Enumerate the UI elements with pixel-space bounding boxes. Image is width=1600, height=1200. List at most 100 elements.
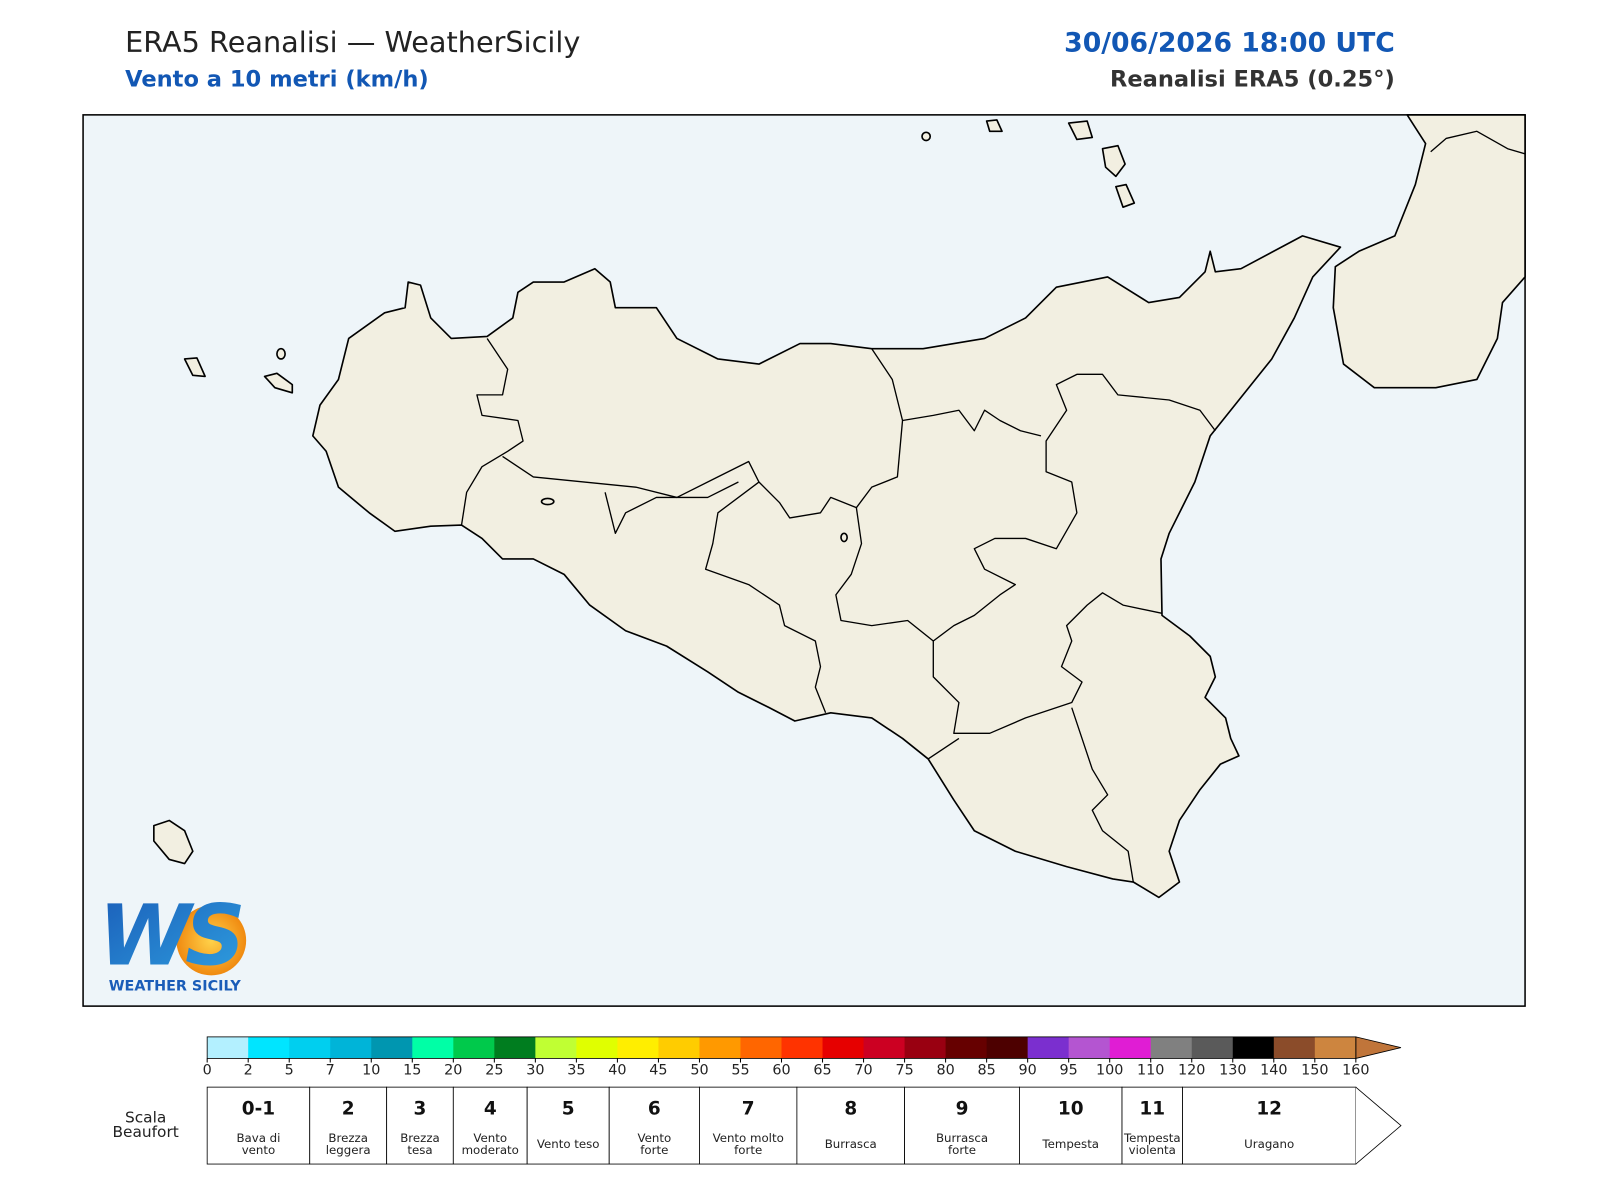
beaufort-desc: Vento [637,1131,671,1145]
colorbar-tick-label: 25 [485,1063,503,1079]
beaufort-box [386,1086,454,1165]
beaufort-force: 11 [1139,1099,1165,1120]
beaufort-desc: moderato [462,1143,519,1157]
colorbar-tick-label: 20 [444,1063,462,1079]
beaufort-force: 7 [742,1099,755,1120]
beaufort-force: 2 [342,1099,355,1120]
beaufort-desc: Bava di [236,1131,280,1145]
colorbar-tick-label: 40 [608,1063,626,1079]
beaufort-desc: forte [948,1143,976,1157]
color-segment [1068,1036,1111,1059]
color-segment [248,1036,290,1059]
beaufort-force: 6 [648,1099,661,1120]
title: ERA5 Reanalisi — WeatherSicily [125,25,580,59]
color-segment [658,1036,700,1059]
datetime: 30/06/2026 18:00 UTC [1064,28,1395,59]
beaufort-box [309,1086,388,1165]
beaufort-arrow [1355,1086,1402,1165]
colorbar-tick-label: 80 [936,1063,954,1079]
colorbar-tick-label: 110 [1137,1063,1164,1079]
color-segment [1273,1036,1316,1059]
logo-mark: WS [98,886,241,984]
beaufort-desc: forte [734,1143,762,1157]
beaufort-box [699,1086,798,1165]
beaufort-desc: tesa [407,1143,432,1157]
province-borders [460,338,1216,883]
color-segment [904,1036,947,1059]
color-segment [1027,1036,1070,1059]
colorbar-tick-label: 15 [403,1063,421,1079]
beaufort-force: 9 [956,1099,969,1120]
beaufort-desc: vento [242,1143,276,1157]
beaufort-desc: Tempesta [1123,1131,1181,1145]
beaufort-force: 0-1 [242,1099,275,1120]
source: Reanalisi ERA5 (0.25°) [1110,66,1395,92]
color-segment [945,1036,988,1059]
colorbar-tick-label: 35 [567,1063,585,1079]
beaufort-desc: Burrasca [825,1137,877,1151]
colorbar-tick-label: 130 [1219,1063,1246,1079]
color-segment [453,1036,495,1059]
calabria [1332,114,1526,389]
beaufort-box [526,1086,610,1165]
colorbar-tick-label: 2 [244,1063,253,1079]
colorbar-tick-label: 100 [1096,1063,1123,1079]
colorbar-tick-label: 30 [526,1063,544,1079]
subtitle: Vento a 10 metri (km/h) [125,66,429,92]
map: WS WEATHER SICILY [82,114,1526,1007]
color-segment [1232,1036,1275,1059]
colorbar-tick-label: 65 [813,1063,831,1079]
logo: WS WEATHER SICILY [98,886,247,995]
beaufort-desc: Tempesta [1041,1137,1099,1151]
beaufort-force: 10 [1058,1099,1084,1120]
beaufort-box [452,1086,528,1165]
color-segment [1109,1036,1152,1059]
colorbar-tick-label: 10 [362,1063,380,1079]
beaufort-title: Beaufort [112,1123,178,1141]
beaufort-force: 4 [484,1099,497,1120]
beaufort-box [1182,1086,1357,1165]
color-segment [576,1036,618,1059]
beaufort-desc: violenta [1129,1143,1176,1157]
logo-sun [176,905,247,976]
color-segment [699,1036,741,1059]
color-segment [371,1036,413,1059]
beaufort-desc: Vento teso [537,1137,600,1151]
color-segment [781,1036,824,1059]
color-segment [1150,1036,1193,1059]
colorbar-tick-label: 150 [1301,1063,1328,1079]
beaufort-box [1019,1086,1123,1165]
color-segment [617,1036,659,1059]
legend: 0 2 5 7 10 15 20 25 30 35 40 45 50 55 60 65 70 75 80 85 90 95… [112,1036,1402,1165]
color-segment [986,1036,1029,1059]
beaufort-force: 5 [562,1099,575,1120]
color-segment [330,1036,372,1059]
logo-text: WEATHER SICILY [109,979,242,995]
beaufort-desc: leggera [326,1143,371,1157]
beaufort-desc: forte [640,1143,668,1157]
beaufort-title: Scala [125,1108,166,1126]
colorbar-tick-label: 90 [1019,1063,1037,1079]
color-segment [822,1036,865,1059]
colorbar-tick-label: 5 [285,1063,294,1079]
beaufort-desc: Brezza [400,1131,440,1145]
colorbar-tick-label: 70 [854,1063,872,1079]
color-segment [207,1036,249,1059]
beaufort-desc: Vento [473,1131,507,1145]
color-segment [289,1036,331,1059]
beaufort-force: 3 [414,1099,427,1120]
color-segment [1314,1036,1357,1059]
colorbar-tick-label: 140 [1260,1063,1287,1079]
colorbar-tick-label: 85 [977,1063,995,1079]
color-segment [535,1036,577,1059]
colorbar-tick-label: 160 [1342,1063,1369,1079]
beaufort-desc: Brezza [328,1131,368,1145]
colorbar-tick-label: 120 [1178,1063,1205,1079]
color-segment [740,1036,783,1059]
colorbar-tick-label: 0 [203,1063,212,1079]
colorbar-tick-label: 60 [772,1063,790,1079]
colorbar-tick-label: 75 [895,1063,913,1079]
beaufort-box [904,1086,1020,1165]
beaufort-desc: Vento molto [713,1131,784,1145]
